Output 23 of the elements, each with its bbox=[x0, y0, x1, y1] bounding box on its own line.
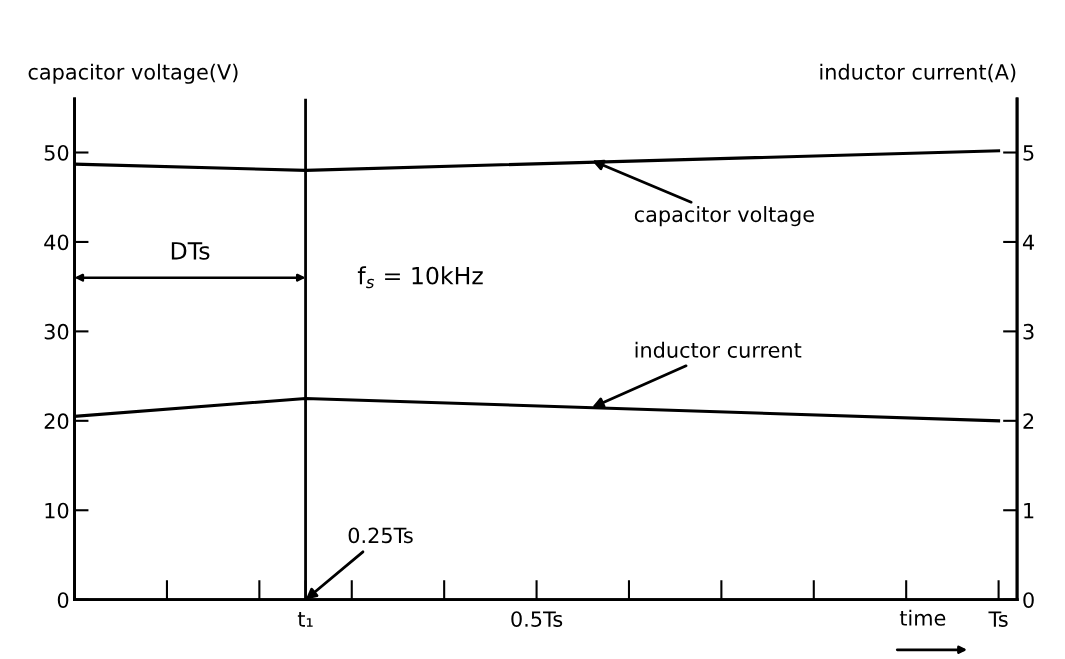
y-tick-label: 0 bbox=[57, 592, 69, 608]
x-tick-label: t₁ bbox=[297, 612, 313, 627]
y2-tick-label: 5 bbox=[1023, 145, 1034, 161]
annotation: 0.25Ts bbox=[348, 527, 413, 544]
annotation: capacitor voltage bbox=[634, 206, 814, 227]
y2-tick-label: 1 bbox=[1024, 502, 1034, 519]
x-axis-title: time bbox=[899, 609, 946, 626]
annotation: inductor current bbox=[635, 341, 802, 358]
annotation: f$_{s}$ = 10kHz bbox=[357, 266, 483, 289]
y-axis-title: capacitor voltage(V) bbox=[28, 63, 238, 84]
y-tick-label: 20 bbox=[44, 413, 69, 430]
y2-axis-title: inductor current(A) bbox=[820, 63, 1016, 83]
y2-tick-label: 0 bbox=[1023, 592, 1034, 608]
x-tick-label: 0.5Ts bbox=[511, 611, 563, 627]
y2-tick-label: 3 bbox=[1023, 323, 1034, 340]
y-tick-label: 40 bbox=[44, 234, 69, 251]
annotation: DTs bbox=[171, 242, 210, 260]
y2-tick-label: 4 bbox=[1022, 234, 1035, 250]
y2-tick-label: 2 bbox=[1023, 413, 1034, 429]
y-tick-label: 30 bbox=[44, 323, 69, 340]
x-tick-label: Ts bbox=[988, 611, 1008, 627]
y-tick-label: 50 bbox=[44, 144, 69, 161]
y-tick-label: 10 bbox=[45, 502, 69, 519]
